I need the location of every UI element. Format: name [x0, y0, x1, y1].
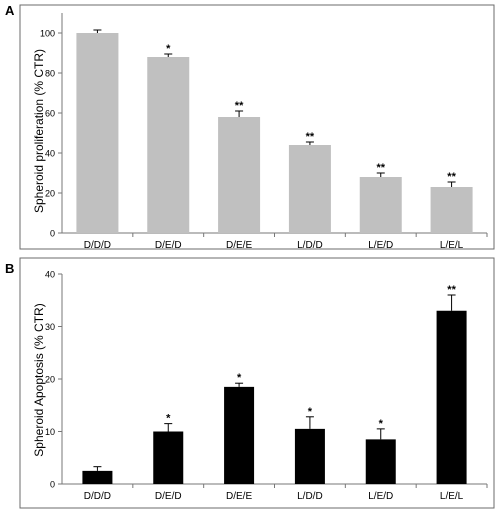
panel-a-x-tick-label: L/D/D: [297, 240, 323, 251]
panel-b-y-tick-label: 0: [50, 480, 55, 490]
panel-a-y-tick-label: 80: [45, 69, 55, 79]
panel-a-x-tick-label: D/E/E: [226, 240, 252, 251]
panel-a-significance-marker: **: [235, 100, 244, 112]
panel-a-x-tick-label: D/D/D: [84, 240, 111, 251]
panel-a-frame: [19, 4, 495, 250]
panel-a-x-tick-label: L/E/L: [440, 240, 464, 251]
panel-b-bar: [436, 310, 467, 484]
panel-b-bar: [153, 431, 184, 484]
panel-b-y-tick-label: 40: [45, 270, 55, 280]
panel-a-x-tick-label: L/E/D: [368, 240, 393, 251]
panel-b-x-tick-label: D/D/D: [84, 491, 111, 502]
panel-a-label: A: [5, 3, 15, 18]
panel-a-significance-marker: **: [376, 162, 385, 174]
panel-b-x-tick-label: L/E/L: [440, 491, 464, 502]
panel-a-bar: [430, 187, 473, 233]
panel-a-bar: [288, 145, 331, 233]
panel-b-significance-marker: *: [237, 372, 242, 384]
panel-a-significance-marker: **: [306, 131, 315, 143]
panel-b-y-tick-label: 30: [45, 322, 55, 332]
panel-a-plot: 0 20 40 60 80 100 D/D/D D/E/D * D/E/E ** L/D/D ** L/E…: [40, 13, 488, 251]
panel-b-bar: [224, 386, 255, 484]
panel-b-significance-marker: *: [166, 413, 171, 425]
panel-b-x-tick-label: D/E/D: [155, 491, 182, 502]
panel-b-significance-marker: *: [308, 406, 313, 418]
panel-a-bar: [147, 57, 190, 233]
panel-a-bar: [359, 177, 402, 233]
panel-b-significance-marker: *: [379, 418, 384, 430]
panel-b-y-tick-label: 20: [45, 375, 55, 385]
panel-b-y-tick-label: 10: [45, 427, 55, 437]
panel-a-x-tick-label: D/E/D: [155, 240, 182, 251]
panel-a-bar: [76, 33, 119, 233]
panel-a-significance-marker: **: [447, 171, 456, 183]
panel-a: A Spheroid proliferation (% CTR) 0 20 40 60…: [5, 3, 495, 251]
panel-b-x-tick-label: D/E/E: [226, 491, 252, 502]
panel-b-x-tick-label: L/E/D: [368, 491, 393, 502]
panel-a-bar: [218, 117, 261, 233]
panel-a-y-tick-label: 40: [45, 149, 55, 159]
panel-a-y-axis-title: Spheroid proliferation (% CTR): [32, 49, 46, 213]
panel-a-y-tick-label: 60: [45, 109, 55, 119]
panel-b-significance-marker: **: [447, 284, 456, 296]
panel-b-bar: [82, 470, 113, 484]
panel-a-y-tick-label: 20: [45, 189, 55, 199]
panel-a-significance-marker: *: [166, 43, 171, 55]
panel-b-frame: [19, 257, 495, 509]
panel-b-plot: 0 10 20 30 40 D/D/D D/E/D * D/E/E * L/D/D * L/E/D * L/…: [45, 270, 488, 502]
panel-b-bar: [294, 428, 325, 484]
panel-a-y-tick-label: 0: [50, 229, 55, 239]
panel-b: B Spheroid Apoptosis (% CTR) 0 10 20 30 40 D/…: [5, 257, 495, 509]
panel-a-y-tick-label: 100: [40, 29, 55, 39]
panel-b-label: B: [5, 261, 14, 276]
panel-b-x-tick-label: L/D/D: [297, 491, 323, 502]
panel-b-bar: [365, 439, 396, 484]
panel-b-y-axis-title: Spheroid Apoptosis (% CTR): [32, 303, 46, 456]
